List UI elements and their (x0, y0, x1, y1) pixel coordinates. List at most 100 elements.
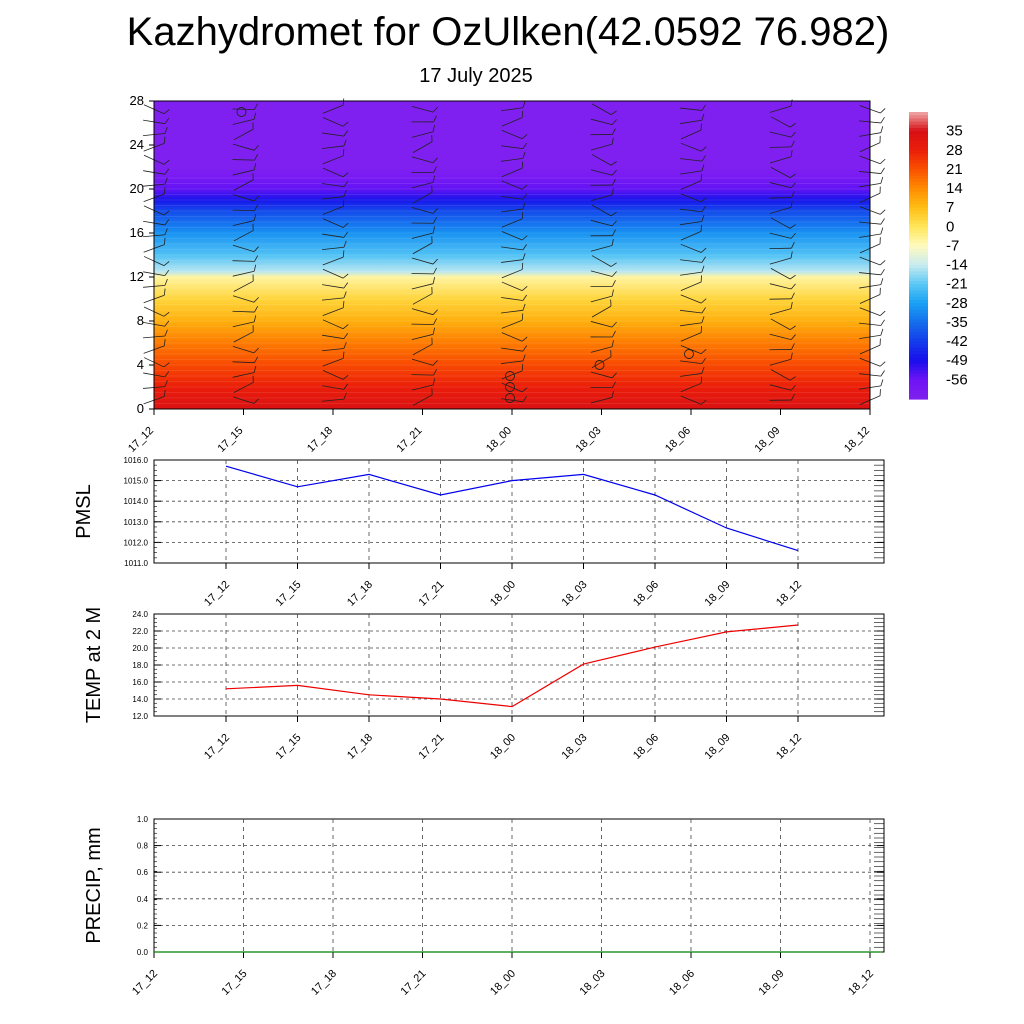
wind-barb (769, 292, 795, 300)
wind-barb (411, 308, 438, 316)
colorbar-cell (909, 172, 928, 177)
colorbar-cell (909, 134, 928, 139)
y-tick-label: 14.0 (132, 695, 148, 704)
colorbar-cell (909, 255, 928, 260)
colorbar-cell (909, 395, 928, 400)
x-tick-label: 18_09 (753, 425, 783, 455)
colorbar-cell (909, 322, 928, 327)
wind-barb (680, 243, 707, 253)
colorbar-label: -35 (946, 314, 968, 331)
wind-barb (233, 274, 254, 292)
series-line (225, 624, 799, 708)
x-tick-label: 18_00 (488, 732, 518, 762)
wind-barb (769, 251, 793, 265)
y-tick-label: 12 (130, 269, 144, 284)
colorbar-cell (909, 287, 928, 292)
colorbar-cell (909, 188, 928, 193)
wind-barb (322, 117, 349, 127)
colorbar-cell (909, 379, 928, 384)
wind-barb (591, 299, 612, 318)
y-tick-label: 1011.0 (124, 559, 148, 568)
colorbar-cell (909, 194, 928, 199)
y-tick-label: 20 (130, 181, 144, 196)
colorbar-cell (909, 198, 928, 202)
wind-barb (680, 325, 702, 342)
wind-barb (232, 204, 259, 212)
wind-barb (501, 345, 528, 352)
wind-barb (590, 188, 614, 202)
y-tick-label: 28 (130, 93, 144, 108)
wind-barb (411, 358, 438, 366)
y-tick-label: 1015.0 (124, 477, 149, 486)
x-tick-label: 18_03 (560, 732, 590, 762)
colorbar-cell (909, 274, 928, 279)
colorbar-cell (909, 191, 928, 196)
colorbar-cell (909, 367, 928, 371)
wind-barb (680, 205, 706, 213)
colorbar-cell (909, 210, 928, 215)
wind-barb (412, 286, 433, 305)
wind-barb (590, 178, 616, 186)
wind-barb (233, 375, 254, 394)
x-tick-label: 17_15 (220, 968, 250, 998)
colorbar-cell (909, 277, 928, 282)
x-tick-label: 18_00 (488, 579, 518, 609)
y-tick-label: 4 (137, 357, 144, 372)
wind-barb (680, 224, 702, 241)
wind-barb (769, 140, 795, 148)
wind-barb (412, 236, 433, 255)
colorbar-cell (909, 115, 928, 119)
wind-barb (501, 129, 528, 140)
wind-barb (680, 395, 707, 405)
wind-barb (680, 123, 702, 140)
wind-barb (412, 337, 433, 356)
wind-barb (591, 154, 617, 166)
series-line (225, 465, 799, 552)
wind-barb (232, 345, 259, 354)
wind-barb (501, 110, 523, 127)
colorbar-cell (909, 124, 928, 129)
y-tick-label: 0.6 (137, 868, 149, 877)
plot-frame (153, 459, 885, 564)
x-tick-label: 17_12 (130, 968, 160, 998)
y-tick-label: 18.0 (132, 661, 148, 670)
y-tick-label: 24.0 (132, 610, 148, 619)
colorbar-cell (909, 360, 928, 365)
wind-barb (232, 396, 259, 404)
colorbar-cell (909, 325, 928, 330)
x-tick-label: 17_21 (399, 968, 429, 998)
wind-barb (590, 340, 614, 353)
colorbar-cell (909, 214, 928, 218)
colorbar-label: -7 (946, 237, 959, 254)
colorbar-cell (909, 252, 928, 257)
colorbar-cell (909, 226, 928, 231)
colorbar-cell (909, 341, 928, 346)
colorbar-cell (909, 169, 928, 174)
wind-barb (233, 173, 254, 191)
wind-barb (769, 343, 795, 351)
x-tick-label: 18_03 (574, 425, 604, 455)
wind-barb (680, 357, 706, 365)
y-tick-label: 8 (137, 313, 144, 328)
wind-barb (591, 255, 617, 267)
y-tick-label: 0 (137, 401, 144, 416)
colorbar-cell (909, 268, 928, 273)
wind-barb (501, 313, 524, 329)
colorbar-cell (909, 239, 928, 244)
wind-barb (501, 281, 528, 292)
colorbar-label: -21 (946, 276, 968, 293)
wind-barb (322, 383, 349, 390)
wind-barb (501, 332, 528, 342)
x-tick-label: 17_18 (309, 968, 339, 998)
x-tick-label: 17_15 (274, 732, 304, 762)
wind-barb (590, 229, 616, 237)
colorbar-cell (909, 392, 928, 397)
colorbar-cell (909, 376, 928, 381)
wind-barb (680, 113, 705, 124)
wind-barb (233, 325, 254, 343)
chart-subtitle: 17 July 2025 (419, 65, 533, 87)
colorbar-cell (909, 312, 928, 317)
wind-barb (769, 301, 793, 316)
colorbar-cell (909, 386, 928, 391)
wind-barb (769, 333, 796, 341)
